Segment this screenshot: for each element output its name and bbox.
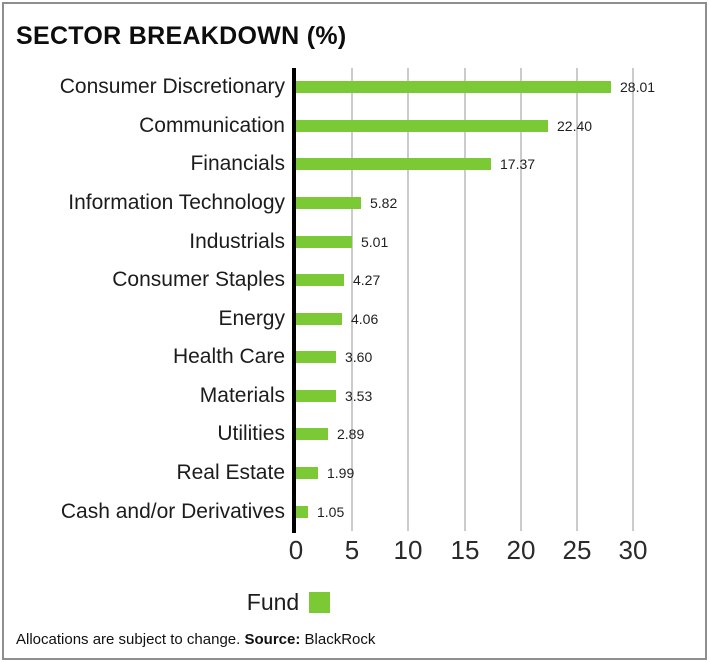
fund-bar [296, 467, 318, 480]
bar-chart: Consumer Discretionary 28.01 Communication… [4, 68, 705, 533]
fund-bar [296, 428, 328, 441]
legend-label: Fund [246, 589, 300, 615]
fund-bar [296, 235, 352, 248]
gridline [464, 68, 466, 531]
bar-value-label: 28.01 [620, 79, 656, 96]
fund-bar [296, 505, 308, 518]
bar-area: 2.89 [290, 426, 705, 442]
footnote-source-label: Source: [244, 631, 301, 648]
bar-value-label: 4.06 [351, 310, 379, 327]
bar-area: 5.82 [290, 195, 705, 211]
footnote: Allocations are subject to change. Sourc… [16, 631, 375, 648]
fund-bar [296, 119, 548, 132]
chart-row: Energy 4.06 [4, 299, 705, 338]
fund-bar [296, 389, 336, 402]
x-tick-label: 20 [506, 535, 536, 565]
chart-row: Real Estate 1.99 [4, 454, 705, 493]
bar-area: 22.40 [290, 118, 705, 134]
bar-value-label: 4.27 [353, 272, 381, 289]
chart-rows: Consumer Discretionary 28.01 Communication… [4, 68, 705, 531]
footnote-text: Allocations are subject to change. [16, 631, 245, 648]
bar-area: 1.99 [290, 465, 705, 481]
chart-row: Consumer Staples 4.27 [4, 261, 705, 300]
fund-bar [296, 312, 342, 325]
category-label: Financials [190, 152, 285, 176]
chart-row: Utilities 2.89 [4, 415, 705, 454]
fund-bar [296, 351, 336, 364]
category-label: Cash and/or Derivatives [60, 499, 285, 523]
bar-area: 17.37 [290, 156, 705, 172]
bar-area: 3.60 [290, 349, 705, 365]
gridline [576, 68, 578, 531]
x-tick-label: 0 [288, 535, 304, 565]
bar-value-label: 22.40 [557, 117, 593, 134]
chart-row: Consumer Discretionary 28.01 [4, 68, 705, 107]
chart-row: Communication 22.40 [4, 107, 705, 146]
bar-value-label: 1.99 [327, 465, 355, 482]
category-label: Industrials [189, 229, 285, 253]
bar-value-label: 1.05 [317, 503, 345, 520]
chart-row: Information Technology 5.82 [4, 184, 705, 223]
category-label: Consumer Discretionary [59, 75, 285, 99]
legend-swatch [309, 592, 331, 613]
category-label: Energy [218, 306, 285, 330]
chart-row: Financials 17.37 [4, 145, 705, 184]
fund-bar [296, 197, 361, 210]
category-label: Materials [199, 383, 285, 407]
bar-value-label: 5.82 [370, 195, 398, 212]
gridline [407, 68, 409, 531]
fund-bar [296, 81, 611, 94]
category-label: Communication [139, 113, 285, 137]
bar-value-label: 17.37 [500, 156, 536, 173]
fund-bar [296, 274, 344, 287]
bar-area: 5.01 [290, 234, 705, 250]
bar-value-label: 5.01 [361, 233, 389, 250]
gridline [520, 68, 522, 531]
gridline [351, 68, 353, 531]
x-tick-label: 25 [562, 535, 592, 565]
gridline [632, 68, 634, 531]
bar-area: 4.27 [290, 272, 705, 288]
fund-bar [296, 158, 491, 171]
category-label: Utilities [217, 422, 285, 446]
y-axis-line [292, 68, 296, 533]
bar-value-label: 3.53 [345, 387, 373, 404]
bar-area: 1.05 [290, 504, 705, 520]
category-label: Health Care [172, 345, 285, 369]
category-label: Real Estate [176, 461, 285, 485]
x-tick-label: 10 [393, 535, 423, 565]
chart-row: Industrials 5.01 [4, 222, 705, 261]
x-tick-label: 5 [344, 535, 360, 565]
chart-row: Materials 3.53 [4, 377, 705, 416]
chart-title: SECTOR BREAKDOWN (%) [16, 22, 347, 50]
x-axis-tick-labels: 0 5 10 15 20 25 30 [4, 535, 705, 565]
bar-area: 4.06 [290, 311, 705, 327]
bar-area: 3.53 [290, 388, 705, 404]
x-tick-label: 30 [618, 535, 648, 565]
bar-area: 28.01 [290, 79, 705, 95]
footnote-source-value: BlackRock [300, 631, 376, 648]
category-label: Consumer Staples [112, 268, 285, 292]
chart-row: Health Care 3.60 [4, 338, 705, 377]
chart-legend: Fund [0, 589, 639, 616]
category-label: Information Technology [68, 191, 285, 215]
bar-value-label: 3.60 [345, 349, 373, 366]
chart-row: Cash and/or Derivatives 1.05 [4, 492, 705, 531]
bar-value-label: 2.89 [337, 426, 365, 443]
x-tick-label: 15 [450, 535, 480, 565]
